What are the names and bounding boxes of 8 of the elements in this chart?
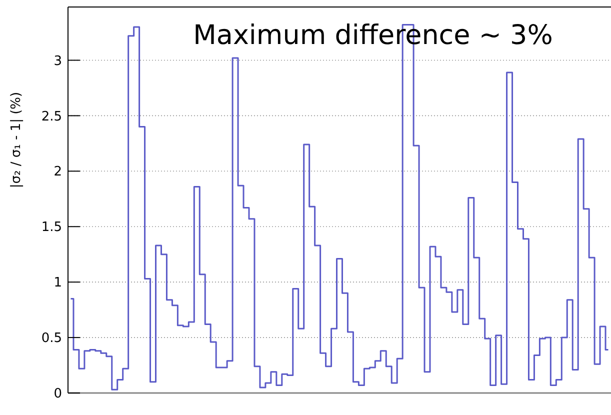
y-tick-label: 1	[54, 276, 62, 291]
y-axis-title: |σ₂ / σ₁ - 1| (%)	[9, 92, 24, 188]
y-tick-label: 0	[54, 386, 62, 402]
y-tick-label: 2.5	[41, 109, 62, 124]
y-tick-label: 3	[54, 54, 62, 69]
y-tick-label: 0.5	[41, 331, 62, 346]
y-tick-label: 2	[54, 164, 62, 180]
y-tick-label: 1.5	[41, 220, 62, 236]
